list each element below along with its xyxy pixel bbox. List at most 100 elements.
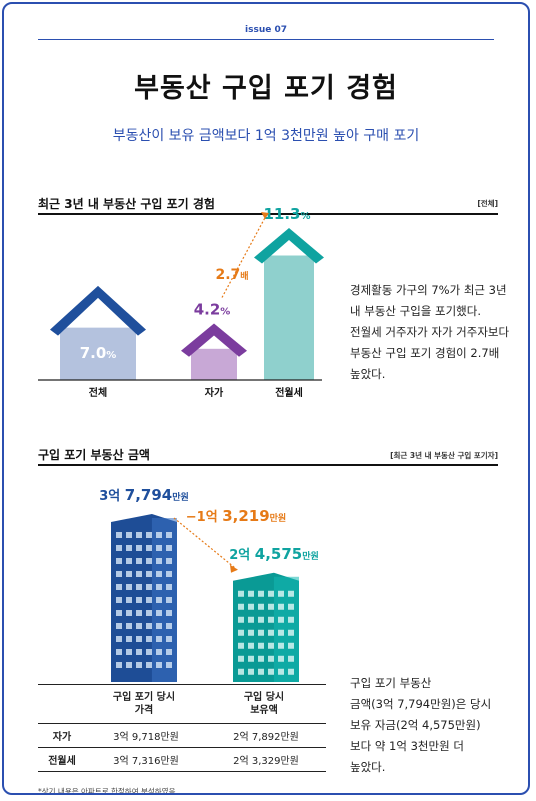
building-window [268, 590, 274, 597]
building-value-label: 2억 4,575만원 [229, 545, 319, 563]
desc-line: 높았다. [350, 367, 386, 381]
price-cell: 3억 9,718만원 [86, 723, 206, 748]
building-window [238, 629, 244, 636]
building-window [238, 642, 244, 649]
infographic-frame: issue 07 부동산 구입 포기 경험 부동산이 보유 금액보다 1억 3천… [2, 2, 530, 795]
building-window [116, 532, 122, 538]
building-window [248, 590, 254, 597]
building-window [156, 558, 162, 564]
building-window [146, 636, 152, 642]
building-window [278, 590, 284, 597]
building-window [136, 636, 142, 642]
building-window [258, 668, 264, 675]
building-window [268, 642, 274, 649]
building-window [116, 636, 122, 642]
building-window [166, 545, 172, 551]
building-window [126, 571, 132, 577]
building-window [146, 610, 152, 616]
bar-value-label: 11.3% [263, 205, 310, 223]
building-window [288, 655, 294, 662]
building-window [258, 616, 264, 623]
building-window [288, 590, 294, 597]
page-title: 부동산 구입 포기 경험 [134, 73, 398, 104]
building-window [238, 655, 244, 662]
arrow-head-icon [230, 564, 238, 573]
building-window [136, 558, 142, 564]
building-window [248, 668, 254, 675]
building-window [136, 584, 142, 590]
building-window [156, 662, 162, 668]
building-window [166, 532, 172, 538]
building-window [136, 545, 142, 551]
building-window [166, 662, 172, 668]
desc-line: 높았다. [350, 760, 386, 774]
building-window [156, 545, 162, 551]
chart-purchase-amount: 3억 7,794만원 2억 4,575만원 −1억 3,219만원 [99, 486, 319, 682]
category-label: 자가 [205, 386, 224, 399]
building-window [238, 668, 244, 675]
building-window [248, 629, 254, 636]
building-window [258, 629, 264, 636]
building-window [156, 584, 162, 590]
building-window [116, 623, 122, 629]
building-window [116, 610, 122, 616]
desc-line: 보유 자금(2억 4,575만원) [350, 718, 481, 732]
building-window [136, 597, 142, 603]
bar-body [60, 327, 136, 380]
building-window [238, 603, 244, 610]
building-window [248, 603, 254, 610]
house-roof-icon [181, 323, 247, 357]
building-window [136, 649, 142, 655]
building-window [258, 590, 264, 597]
desc-line: 구입 포기 부동산 [350, 676, 432, 690]
building-side [151, 518, 177, 682]
building-window [238, 590, 244, 597]
section2-title: 구입 포기 부동산 금액 [38, 448, 150, 462]
building-window [146, 571, 152, 577]
building-window [156, 610, 162, 616]
building-window [258, 655, 264, 662]
building-window [156, 649, 162, 655]
header-line: 보유액 [250, 705, 278, 716]
building-window [268, 603, 274, 610]
table-top-rule [38, 684, 326, 685]
building-window [278, 655, 284, 662]
category-label: 전체 [89, 386, 107, 399]
building-window [126, 662, 132, 668]
building-window [166, 623, 172, 629]
category-label: 전월세 [275, 386, 303, 399]
building-window [116, 584, 122, 590]
building-window [116, 597, 122, 603]
section1-description: 경제활동 가구의 7%가 최근 3년 내 부동산 구입을 포기했다. 전월세 거… [350, 280, 528, 385]
building-window [156, 636, 162, 642]
building-window [166, 584, 172, 590]
building-window [136, 662, 142, 668]
building-window [146, 584, 152, 590]
building-window [126, 532, 132, 538]
building-window [268, 668, 274, 675]
building-window [166, 610, 172, 616]
building-window [126, 636, 132, 642]
amount-table: 자가 3억 9,718만원 2억 7,892만원 전월세 3억 7,316만원 … [38, 723, 326, 772]
section1-title: 최근 3년 내 부동산 구입 포기 경험 [38, 197, 215, 211]
desc-line: 금액(3억 7,794만원)은 당시 [350, 697, 492, 711]
building-window [248, 642, 254, 649]
row-label: 전월세 [38, 747, 86, 772]
building-window [126, 597, 132, 603]
building-window [166, 558, 172, 564]
house-roof-icon [50, 285, 146, 336]
building-window [166, 649, 172, 655]
bar-body [264, 255, 314, 380]
building-window [136, 571, 142, 577]
building-window [116, 662, 122, 668]
building-window [288, 668, 294, 675]
building-value-label: 3억 7,794만원 [99, 486, 189, 504]
building-window [126, 610, 132, 616]
price-cell: 3억 7,316만원 [86, 747, 206, 772]
building-window [248, 655, 254, 662]
building-window [288, 629, 294, 636]
building-window [136, 610, 142, 616]
difference-label: −1억 3,219만원 [186, 507, 286, 525]
building-window [268, 629, 274, 636]
header-line: 구입 포기 당시 [112, 692, 176, 703]
